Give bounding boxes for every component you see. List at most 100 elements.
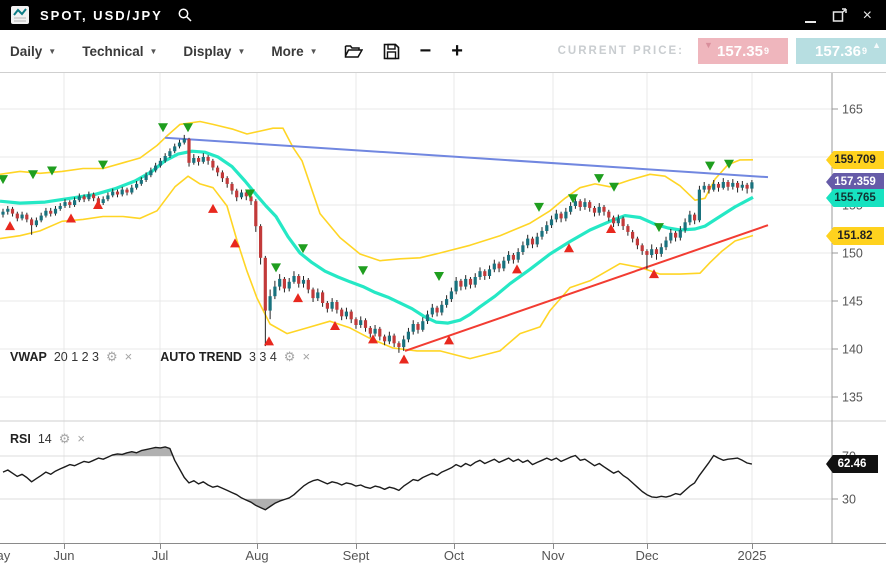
sell-signal-icon: [271, 263, 281, 273]
price-chart-canvas[interactable]: 1651601551501451401357030: [0, 73, 886, 543]
close-button[interactable]: ×: [862, 7, 872, 24]
time-axis-label: Nov: [541, 548, 565, 563]
time-axis-label: Aug: [245, 548, 269, 563]
ask-price-value: 157.36: [815, 42, 861, 60]
bollinger-upper-line: [0, 120, 754, 262]
sell-signal-icon: [594, 174, 604, 184]
price-tick-label: 140: [842, 343, 863, 357]
sell-signal-icon: [183, 123, 193, 133]
sell-signal-icon: [28, 170, 38, 180]
sell-signal-icon: [705, 161, 715, 171]
chart-area: 1651601551501451401357030 159.709157.359…: [0, 73, 886, 543]
zoom-in-button[interactable]: +: [451, 40, 463, 62]
popout-button[interactable]: [832, 7, 847, 23]
buy-signal-icon: [444, 335, 454, 345]
sell-signal-icon: [98, 160, 108, 170]
time-axis[interactable]: May Jun Jul Aug Sept Oct Nov Dec 2025: [0, 543, 886, 564]
arrow-up-icon: ▲: [872, 40, 881, 50]
price-tick-label: 165: [842, 103, 863, 117]
sell-signal-icon: [534, 202, 544, 212]
time-axis-tick: [64, 544, 65, 549]
price-flag: 157.359: [826, 173, 884, 191]
rsi-zones: [110, 446, 715, 510]
time-axis-label: Dec: [635, 548, 659, 563]
close-icon[interactable]: ×: [124, 349, 133, 364]
arrow-down-icon: ▼: [704, 40, 713, 50]
vwap-line: [0, 149, 754, 325]
minimize-button[interactable]: [804, 7, 816, 23]
display-menu[interactable]: Display ▼: [183, 43, 246, 59]
time-axis-label: May: [0, 548, 11, 563]
chevron-down-icon: ▼: [237, 46, 246, 56]
time-axis-tick: [647, 544, 648, 549]
buy-signal-icon: [649, 269, 659, 279]
buy-signal-icon: [264, 336, 274, 346]
auto-trend-indicator-label: AUTO TREND: [160, 350, 242, 364]
rsi-indicator-row: RSI 14 ⚙ ×: [10, 431, 85, 446]
save-icon[interactable]: [383, 43, 400, 60]
chevron-down-icon: ▼: [149, 46, 158, 56]
rsi-indicator-label: RSI: [10, 432, 31, 446]
sell-signal-icon: [245, 189, 255, 199]
price-tick-label: 135: [842, 391, 863, 405]
sell-signal-icon: [609, 182, 619, 192]
search-icon[interactable]: [177, 7, 193, 23]
rsi-line: [2, 446, 753, 511]
more-menu[interactable]: More ▼: [271, 43, 318, 59]
sell-signal-icon: [158, 123, 168, 133]
candlesticks[interactable]: [1, 134, 754, 353]
sell-signal-icon: [0, 175, 8, 185]
close-icon[interactable]: ×: [77, 431, 85, 446]
time-axis-tick: [454, 544, 455, 549]
time-axis-tick: [160, 544, 161, 549]
timeframe-menu[interactable]: Daily ▼: [10, 43, 57, 59]
time-axis-tick: [752, 544, 753, 549]
sell-signal-icon: [298, 244, 308, 254]
bid-price-button[interactable]: ▼ 157.35 9: [698, 38, 788, 64]
technical-menu[interactable]: Technical ▼: [82, 43, 158, 59]
price-flag: 155.765: [826, 189, 884, 207]
time-axis-tick: [356, 544, 357, 549]
buy-signal-icon: [330, 320, 340, 330]
current-price-label: CURRENT PRICE:: [557, 45, 684, 57]
vwap-indicator-label: VWAP: [10, 350, 47, 364]
zoom-out-button[interactable]: −: [419, 40, 432, 62]
time-axis-label: Jun: [53, 548, 75, 563]
buy-signal-icon: [93, 200, 103, 209]
buy-signal-icon: [5, 221, 15, 231]
bid-price-value: 157.35: [717, 42, 763, 60]
buy-signal-icon: [606, 224, 616, 233]
buy-signal-icon: [399, 354, 409, 364]
resistance-trendline: [164, 136, 769, 179]
buy-signal-icon: [230, 238, 240, 248]
price-flag: 151.82: [826, 227, 884, 245]
gear-icon[interactable]: ⚙: [283, 349, 296, 364]
time-axis-tick: [257, 544, 258, 549]
buy-signal-icon: [564, 243, 574, 253]
open-folder-icon[interactable]: [344, 43, 363, 59]
current-price-group: CURRENT PRICE: ▼ 157.35 9 157.36 9 ▲: [558, 38, 886, 64]
chevron-down-icon: ▼: [309, 46, 318, 56]
gear-icon[interactable]: ⚙: [106, 349, 118, 364]
sell-signal-icon: [358, 266, 368, 276]
time-axis-label: Jul: [151, 548, 169, 563]
buy-signal-icon: [293, 293, 303, 303]
gear-icon[interactable]: ⚙: [58, 431, 71, 446]
close-icon[interactable]: ×: [302, 349, 311, 364]
buy-signal-icon: [368, 334, 378, 344]
price-flag: 159.709: [826, 151, 884, 169]
rsi-flag: 62.46: [826, 455, 878, 473]
overlay-indicator-row: VWAP 20 1 2 3 ⚙ × AUTO TREND 3 3 4 ⚙ ×: [10, 349, 311, 364]
buy-signal-icon: [512, 264, 522, 274]
trade-signals: [0, 123, 734, 364]
price-tick-label: 145: [842, 295, 863, 309]
time-axis-label: 2025: [737, 548, 767, 563]
sell-signal-icon: [568, 194, 578, 204]
window-title: SPOT, USD/JPY: [40, 7, 163, 23]
price-tick-label: 150: [842, 247, 863, 261]
ask-price-button[interactable]: 157.36 9 ▲: [796, 38, 886, 64]
support-trendline: [404, 224, 769, 352]
chart-app-icon: [10, 5, 30, 25]
time-axis-tick: [553, 544, 554, 549]
